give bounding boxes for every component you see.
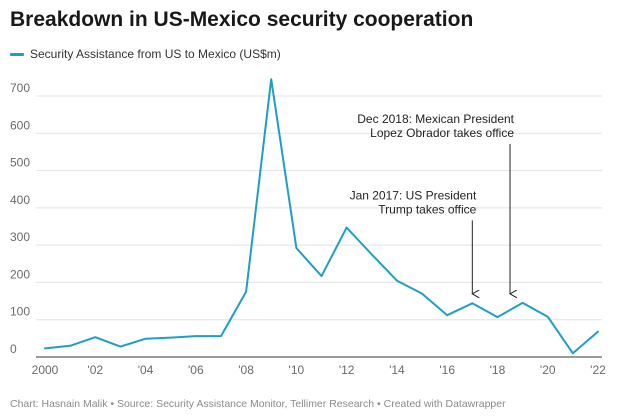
annotation-text: Trump takes office xyxy=(378,202,476,216)
x-tick-label: '14 xyxy=(389,363,405,377)
annotation-text: Lopez Obrador takes office xyxy=(370,126,514,140)
y-tick-label: 300 xyxy=(10,230,30,244)
annotation-text: Dec 2018: Mexican President xyxy=(357,112,514,126)
data-point xyxy=(521,301,525,305)
y-tick-label: 200 xyxy=(10,267,30,281)
x-tick-label: '10 xyxy=(289,363,305,377)
x-tick-label: '12 xyxy=(339,363,355,377)
x-tick-label: '16 xyxy=(439,363,455,377)
data-point xyxy=(546,315,550,319)
data-point xyxy=(144,337,148,341)
data-point xyxy=(244,290,248,294)
data-point xyxy=(93,335,97,339)
data-point xyxy=(169,336,173,340)
data-point xyxy=(118,345,122,349)
x-tick-label: '18 xyxy=(490,363,506,377)
x-tick-label: 2000 xyxy=(32,363,59,377)
data-point xyxy=(294,246,298,250)
data-point xyxy=(395,279,399,283)
y-tick-label: 400 xyxy=(10,193,30,207)
x-tick-label: '06 xyxy=(188,363,204,377)
footer-credits: Chart: Hasnain Malik • Source: Security … xyxy=(10,398,506,410)
data-point xyxy=(370,252,374,256)
data-point xyxy=(320,274,324,278)
data-point xyxy=(219,334,223,338)
data-point xyxy=(68,344,72,348)
data-point xyxy=(470,301,474,305)
x-tick-label: '04 xyxy=(138,363,154,377)
y-tick-label: 600 xyxy=(10,118,30,132)
x-tick-label: '20 xyxy=(540,363,556,377)
x-tick-label: '22 xyxy=(590,363,606,377)
legend: Security Assistance from US to Mexico (U… xyxy=(10,47,281,61)
data-point xyxy=(596,330,600,334)
data-point xyxy=(445,313,449,317)
y-tick-label: 100 xyxy=(10,305,30,319)
y-tick-label: 500 xyxy=(10,156,30,170)
data-point xyxy=(345,226,349,230)
data-point xyxy=(194,334,198,338)
y-tick-label: 700 xyxy=(10,81,30,95)
x-tick-label: '08 xyxy=(238,363,254,377)
data-point xyxy=(269,77,273,81)
data-point xyxy=(571,351,575,355)
legend-swatch xyxy=(10,52,24,56)
x-tick-label: '02 xyxy=(87,363,103,377)
legend-label: Security Assistance from US to Mexico (U… xyxy=(30,47,281,61)
series-line xyxy=(44,78,599,355)
chart-title: Breakdown in US-Mexico security cooperat… xyxy=(10,8,474,31)
data-point xyxy=(420,292,424,296)
annotation-text: Jan 2017: US President xyxy=(350,188,477,202)
y-tick-label: 0 xyxy=(10,342,17,356)
data-point xyxy=(43,346,47,350)
data-point xyxy=(495,315,499,319)
